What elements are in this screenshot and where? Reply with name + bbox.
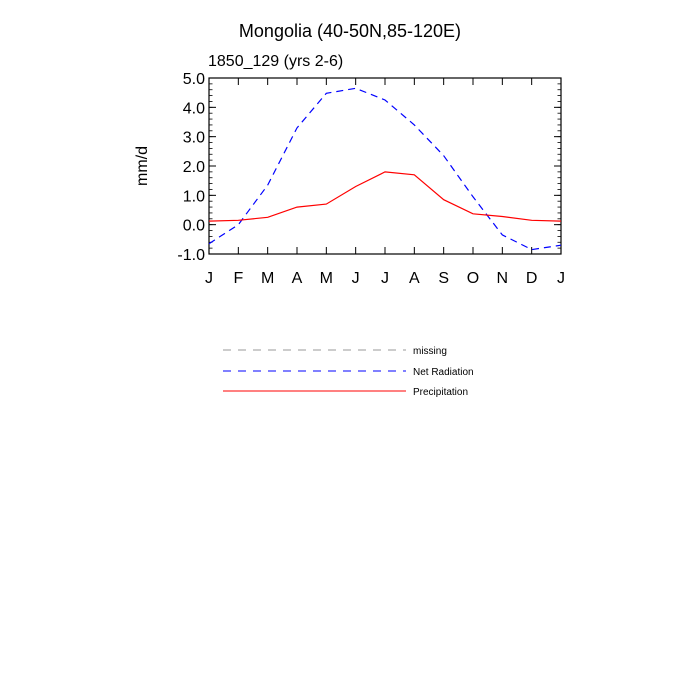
legend-label: Precipitation [413,387,468,398]
legend: missing Net Radiation Precipitation [223,346,474,398]
x-tick-label: S [438,270,449,287]
y-tick-label: -1.0 [177,247,205,264]
y-tick-label: 2.0 [183,159,205,176]
series-line-net-radiation [208,87,562,251]
y-axis-label: mm/d [134,146,151,186]
x-tick-label: D [526,270,538,287]
y-tick-label: 5.0 [183,71,205,88]
chart-subtitle: 1850_129 (yrs 2-6) [208,53,343,70]
legend-label: missing [413,346,447,357]
x-tick-label: M [261,270,274,287]
x-tick-label: J [381,270,389,287]
x-tick-label: F [233,270,243,287]
y-tick-label: 1.0 [183,188,205,205]
legend-label: Net Radiation [413,367,474,378]
y-tick-label: 3.0 [183,130,205,147]
x-tick-label: A [292,270,303,287]
series-line-precipitation [208,171,562,222]
x-tick-label: M [320,270,333,287]
x-tick-label: A [409,270,420,287]
x-tick-label: O [467,270,479,287]
y-tick-label: 0.0 [183,218,205,235]
x-tick-label: N [497,270,509,287]
chart-title: Mongolia (40-50N,85-120E) [239,21,461,41]
plot-area: J F M A M J J A S O N D J5.04.03.02.01.00.0-1.0 [177,71,565,287]
x-tick-label: J [557,270,565,287]
plot-frame [208,77,562,255]
x-tick-label: J [352,270,360,287]
x-tick-label: J [205,270,213,287]
y-tick-label: 4.0 [183,100,205,117]
